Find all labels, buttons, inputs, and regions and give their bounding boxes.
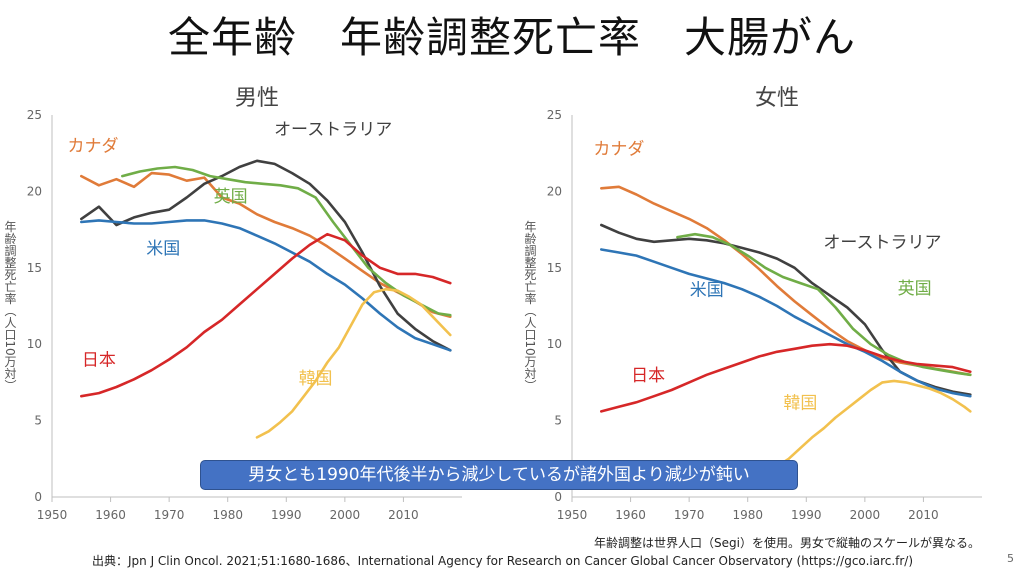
female-x-tick-label: 1960 — [615, 508, 646, 522]
methodology-note: 年齢調整は世界人口（Segi）を使用。男女で縦軸のスケールが異なる。 — [594, 536, 980, 550]
female-series-label: 韓国 — [783, 393, 817, 413]
female-series-label: 米国 — [690, 280, 724, 300]
male-series-label: 韓国 — [299, 369, 333, 389]
female-y-tick-label: 0 — [554, 490, 562, 504]
female-series-label: 英国 — [898, 279, 932, 299]
female-chart-title: 女性 — [755, 86, 799, 111]
male-series-line — [80, 159, 452, 352]
male-y-tick-label: 25 — [27, 108, 42, 122]
female-series-label: オーストラリア — [823, 233, 941, 253]
page-number: 5 — [1007, 552, 1014, 565]
female-series-line — [600, 342, 972, 413]
male-series-line — [255, 287, 452, 439]
male-x-tick-label: 2010 — [388, 508, 419, 522]
female-series-label: カナダ — [593, 140, 644, 160]
male-series-label: カナダ — [68, 137, 119, 157]
male-y-tick-label: 5 — [34, 414, 42, 428]
male-series-line — [80, 232, 452, 398]
male-y-tick-label: 20 — [27, 184, 42, 198]
male-x-tick-label: 1950 — [37, 508, 68, 522]
female-y-tick-label: 5 — [554, 414, 562, 428]
male-series-line — [80, 219, 452, 352]
female-series-line — [775, 379, 972, 468]
male-x-tick-label: 1960 — [95, 508, 126, 522]
female-x-tick-label: 1980 — [732, 508, 763, 522]
male-x-tick-label: 1970 — [154, 508, 185, 522]
female-series-label: 日本 — [631, 366, 665, 386]
female-x-tick-label: 2000 — [850, 508, 881, 522]
female-x-tick-label: 1950 — [557, 508, 588, 522]
male-series-label: 日本 — [82, 351, 116, 371]
male-chart-title: 男性 — [235, 86, 279, 111]
summary-callout: 男女とも1990年代後半から減少しているが諸外国より減少が鈍い — [200, 460, 798, 490]
male-x-tick-label: 1980 — [212, 508, 243, 522]
female-y-tick-label: 20 — [547, 184, 562, 198]
female-y-axis-label: 年齢調整死亡率（人口10万対） — [523, 220, 537, 392]
male-series-label: 米国 — [146, 239, 180, 259]
male-y-tick-label: 15 — [27, 261, 42, 275]
male-x-tick-label: 1990 — [271, 508, 302, 522]
female-y-tick-label: 25 — [547, 108, 562, 122]
female-x-tick-label: 1970 — [674, 508, 705, 522]
male-y-axis-label: 年齢調整死亡率（人口10万対） — [3, 220, 17, 392]
female-series-line — [600, 248, 972, 398]
female-x-tick-label: 1990 — [791, 508, 822, 522]
male-y-tick-label: 0 — [34, 490, 42, 504]
female-series-line — [676, 232, 972, 377]
female-y-tick-label: 15 — [547, 261, 562, 275]
male-y-tick-label: 10 — [27, 337, 42, 351]
female-y-tick-label: 10 — [547, 337, 562, 351]
slide-title: 全年齢 年齢調整死亡率 大腸がん — [167, 13, 856, 62]
male-series-label: オーストラリア — [274, 120, 392, 140]
source-citation: 出典：Jpn J Clin Oncol. 2021;51:1680-1686、I… — [92, 554, 914, 568]
female-x-tick-label: 2010 — [908, 508, 939, 522]
male-series-line — [80, 171, 452, 318]
male-series-label: 英国 — [214, 187, 248, 207]
male-x-tick-label: 2000 — [330, 508, 361, 522]
